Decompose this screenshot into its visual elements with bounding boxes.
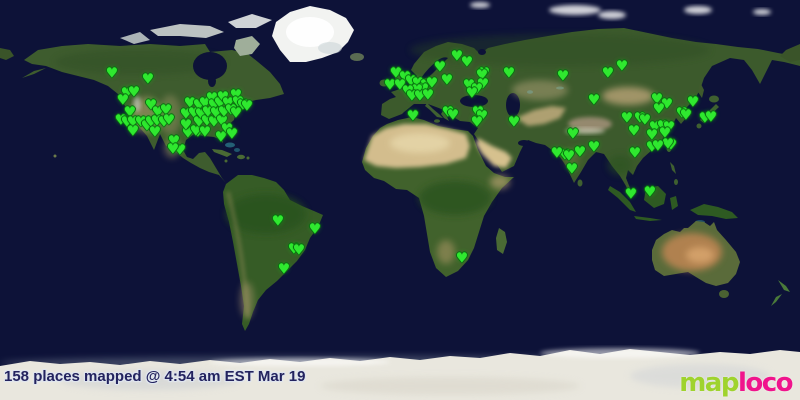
greenland [272, 6, 364, 62]
continent-australia [652, 221, 790, 306]
logo-part-map: map [679, 368, 739, 398]
status-bar-text: 158 places mapped @ 4:54 am EST Mar 19 [4, 368, 306, 385]
islands-southeast-asia [608, 186, 738, 224]
clouds [470, 2, 771, 19]
continent-eurasia [0, 28, 800, 197]
continent-north-america [22, 14, 284, 183]
continent-africa [362, 117, 514, 277]
continent-antarctica [0, 348, 800, 400]
logo-part-loco: loco [737, 368, 794, 398]
continent-south-america [223, 175, 323, 331]
maploco-logo[interactable]: maploco [679, 368, 794, 398]
